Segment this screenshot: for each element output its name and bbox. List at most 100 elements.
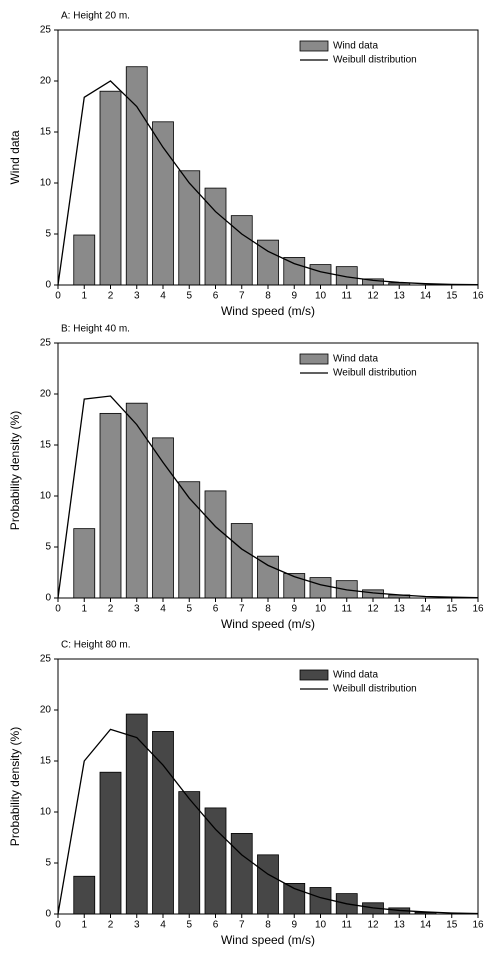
x-tick-label: 9 (291, 604, 297, 615)
y-tick-label: 10 (40, 807, 52, 818)
legend-label: Weibull distribution (333, 55, 417, 66)
legend-label: Weibull distribution (333, 684, 417, 695)
x-tick-label: 1 (81, 920, 87, 931)
x-tick-label: 8 (265, 604, 271, 615)
x-tick-label: 4 (160, 604, 166, 615)
chart-title: C: Height 80 m. (61, 640, 130, 651)
y-tick-label: 15 (40, 756, 52, 767)
x-tick-label: 14 (420, 604, 432, 615)
x-tick-label: 1 (81, 604, 87, 615)
y-tick-label: 25 (40, 338, 52, 349)
x-tick-label: 10 (315, 291, 327, 302)
bar (99, 90, 122, 286)
y-tick-label: 25 (40, 25, 52, 36)
legend-label: Wind data (333, 670, 378, 681)
x-tick-label: 13 (394, 920, 406, 931)
x-tick-label: 5 (186, 920, 192, 931)
x-tick-label: 16 (472, 604, 484, 615)
y-tick-label: 0 (45, 593, 51, 604)
line (57, 395, 479, 599)
x-axis-label: Wind speed (m/s) (221, 304, 315, 318)
x-tick-label: 2 (108, 920, 114, 931)
x-tick-label: 6 (213, 291, 219, 302)
legend-swatch (299, 353, 329, 365)
y-tick-label: 25 (40, 654, 52, 665)
x-tick-label: 3 (134, 920, 140, 931)
x-tick-label: 2 (108, 604, 114, 615)
x-tick-label: 1 (81, 291, 87, 302)
x-tick-label: 5 (186, 291, 192, 302)
bar (152, 731, 174, 915)
x-tick-label: 7 (239, 291, 245, 302)
x-tick-label: 11 (342, 291, 353, 302)
x-tick-label: 13 (394, 604, 406, 615)
x-axis-label: Wind speed (m/s) (221, 933, 315, 947)
bar (283, 257, 306, 286)
bar (257, 555, 279, 599)
x-tick-label: 6 (213, 920, 219, 931)
x-tick-label: 5 (186, 604, 192, 615)
x-tick-label: 10 (315, 604, 327, 615)
y-axis-label: Probability density (%) (8, 727, 22, 846)
y-tick-label: 0 (45, 909, 51, 920)
x-tick-label: 0 (55, 291, 61, 302)
plot-frame (57, 342, 479, 599)
bar (125, 402, 148, 599)
x-tick-label: 9 (291, 291, 297, 302)
x-axis-label: Wind speed (m/s) (221, 617, 315, 631)
x-tick-label: 12 (367, 604, 379, 615)
legend-swatch (299, 40, 329, 52)
y-axis-label: Wind data (8, 130, 22, 184)
chart-title: B: Height 40 m. (61, 324, 130, 335)
y-tick-label: 20 (40, 76, 52, 87)
x-tick-label: 7 (239, 920, 245, 931)
bar (309, 577, 332, 599)
x-tick-label: 15 (446, 291, 458, 302)
y-tick-label: 10 (40, 491, 52, 502)
x-tick-label: 2 (108, 291, 114, 302)
plot-frame (57, 29, 479, 286)
y-tick-label: 5 (45, 542, 51, 553)
x-tick-label: 4 (160, 920, 166, 931)
x-tick-label: 0 (55, 604, 61, 615)
x-tick-label: 12 (367, 291, 379, 302)
line (57, 80, 479, 286)
y-tick-label: 15 (40, 127, 52, 138)
y-tick-label: 20 (40, 389, 52, 400)
bar (230, 523, 253, 599)
bar (99, 412, 122, 599)
x-tick-label: 3 (134, 291, 140, 302)
bar (73, 234, 96, 286)
y-tick-label: 15 (40, 440, 52, 451)
legend-label: Weibull distribution (333, 368, 417, 379)
x-tick-label: 16 (472, 291, 484, 302)
bar (178, 481, 201, 599)
bar (73, 875, 96, 915)
bar (204, 490, 227, 599)
bar (99, 771, 122, 915)
line (57, 728, 479, 915)
y-tick-label: 5 (45, 858, 51, 869)
bar (178, 170, 201, 286)
x-tick-label: 8 (265, 920, 271, 931)
bar (178, 791, 201, 915)
x-tick-label: 3 (134, 604, 140, 615)
bar (230, 215, 253, 286)
x-tick-label: 15 (446, 920, 458, 931)
x-tick-label: 7 (239, 604, 245, 615)
x-tick-label: 11 (342, 604, 353, 615)
y-tick-label: 5 (45, 229, 51, 240)
bar (257, 854, 279, 915)
x-tick-label: 10 (315, 920, 327, 931)
legend-swatch (299, 669, 329, 681)
x-tick-label: 14 (420, 920, 432, 931)
bar (230, 833, 253, 915)
y-tick-label: 10 (40, 178, 52, 189)
bar (204, 807, 227, 915)
bar (73, 528, 96, 599)
legend-label: Wind data (333, 41, 378, 52)
x-tick-label: 14 (420, 291, 432, 302)
bar (309, 264, 332, 286)
y-tick-label: 20 (40, 705, 52, 716)
